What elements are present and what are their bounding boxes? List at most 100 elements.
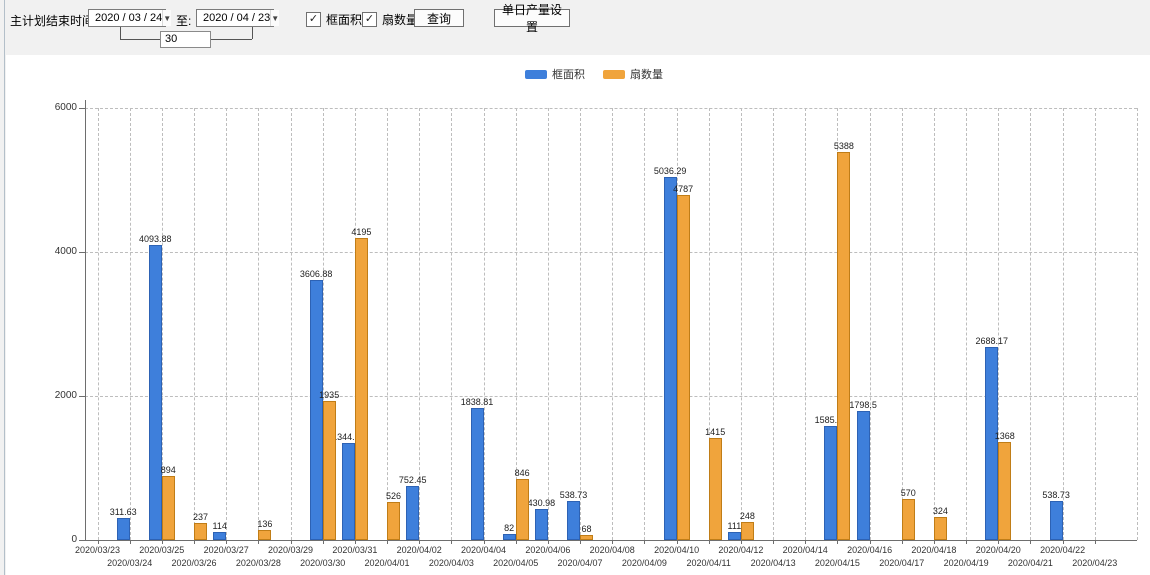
day-span-input[interactable]: 30 [160,31,211,48]
bar-fan-count-value-label: 4787 [673,184,694,195]
bar-frame-area-value-label: 311.63 [109,506,137,517]
y-axis-tick-label: 4000 [54,246,77,257]
x-axis-tick [387,540,388,544]
x-axis-tick [290,540,292,544]
x-axis-date-label: 2020/04/04 [460,545,507,555]
horizontal-gridline [85,108,1137,109]
bar-frame-area-value-label: 2688.17 [975,335,1009,346]
x-axis-tick [129,540,131,544]
plan-end-time-label: 主计划结束时间: [10,14,98,28]
bar-fan-count [387,502,400,540]
bar-fan-count-value-label: 570 [900,488,916,498]
x-axis-tick [773,540,775,544]
bar-frame-area [148,245,162,540]
bar-frame-area [727,532,741,540]
vertical-gridline [998,108,1000,540]
x-axis-tick [258,540,260,544]
x-axis-date-label: 2020/03/24 [107,558,153,568]
x-axis-date-label: 2020/04/20 [975,545,1021,555]
y-axis-tick-label: 0 [71,534,77,545]
bar-fan-count-value-label: 237 [192,511,209,522]
x-axis-date-label: 2020/04/02 [396,545,442,555]
bar-fan-count-value-label: 68 [581,524,592,535]
x-axis-tick [451,540,453,544]
vertical-gridline [612,108,614,540]
bar-frame-area [470,407,484,540]
bar-fan-count [194,522,207,540]
x-axis-tick [966,540,968,544]
vertical-gridline [194,108,195,540]
window-left-border [4,0,5,575]
x-axis-tick [483,540,485,544]
fan-count-checkbox[interactable]: ✓ 扇数量 [362,11,418,28]
bar-frame-area-value-label: 3606.88 [299,269,333,280]
x-axis-tick [354,540,356,544]
bar-fan-count [161,475,175,540]
bar-fan-count-value-label: 1415 [705,427,726,438]
x-axis-line [85,540,1137,541]
x-axis-date-label: 2020/04/03 [428,558,474,568]
date-from-picker[interactable]: 2020 / 03 / 24 ▼ [88,9,172,27]
checkbox-check-icon[interactable]: ✓ [306,12,321,27]
bar-fan-count [676,195,690,540]
bar-fan-count [998,441,1012,540]
vertical-gridline [322,108,324,540]
bar-fan-count [258,530,272,540]
bar-frame-area-value-label: 1798.5 [849,399,877,410]
bar-frame-area-value-label: 82 [504,523,515,534]
bar-fan-count [580,535,593,540]
vertical-gridline [483,108,485,540]
bar-fan-count-value-label: 1368 [994,430,1015,441]
frame-area-checkbox[interactable]: ✓ 框面积 [306,11,362,28]
chevron-down-icon[interactable]: ▼ [162,10,172,26]
bar-frame-area [406,485,420,540]
x-axis-date-label: 2020/03/25 [139,545,185,555]
vertical-gridline [869,108,871,540]
horizontal-gridline [85,396,1137,397]
x-axis-tick [612,540,614,544]
bar-frame-area [309,280,323,540]
x-axis-tick [419,540,421,544]
checkbox-check-icon[interactable]: ✓ [362,12,377,27]
vertical-gridline [290,108,292,540]
x-axis-date-label: 2020/04/21 [1007,558,1053,568]
bar-frame-area-value-label: 114 [212,520,227,531]
x-axis-tick [644,540,646,544]
legend-swatch-frame-area [525,69,547,79]
bar-frame-area-value-label: 4093.88 [139,234,172,245]
vertical-gridline [644,108,646,540]
bar-frame-area [663,177,677,540]
x-axis-date-label: 2020/04/18 [911,545,957,555]
x-axis-date-label: 2020/04/12 [718,545,764,555]
legend-label-frame-area: 框面积 [552,69,585,81]
x-axis-tick [837,540,839,544]
vertical-gridline [933,108,935,540]
chevron-down-icon[interactable]: ▼ [270,10,280,26]
query-button[interactable]: 查询 [414,9,464,27]
connector-line [252,27,254,39]
x-axis-tick [194,540,195,544]
x-axis-tick [933,540,935,544]
vertical-gridline [161,108,163,540]
bar-fan-count [515,479,529,540]
vertical-gridline [901,108,903,540]
x-axis-date-label: 2020/03/27 [203,545,249,555]
date-to-picker[interactable]: 2020 / 04 / 23 ▼ [196,9,280,27]
chart-legend: 框面积 扇数量 [525,66,663,82]
to-label: 至: [176,14,192,28]
bar-frame-area-value-label: 111 [727,521,742,531]
vertical-gridline [740,108,742,540]
bar-frame-area [502,534,516,540]
vertical-gridline [580,108,581,540]
x-axis-tick [580,540,581,544]
x-axis-date-label: 2020/04/22 [1040,545,1086,555]
connector-line [206,39,252,41]
bar-fan-count-value-label: 526 [385,491,402,502]
legend-item-fan-count: 扇数量 [603,66,663,82]
bar-fan-count-value-label: 324 [932,505,948,516]
x-axis-tick [547,540,549,544]
x-axis-date-label: 2020/04/15 [814,558,860,568]
x-axis-tick [226,540,228,544]
date-from-value: 2020 / 03 / 24 [95,12,163,24]
